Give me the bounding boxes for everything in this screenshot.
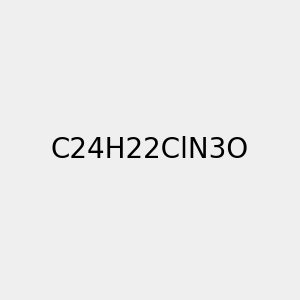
Text: C24H22ClN3O: C24H22ClN3O — [51, 136, 249, 164]
